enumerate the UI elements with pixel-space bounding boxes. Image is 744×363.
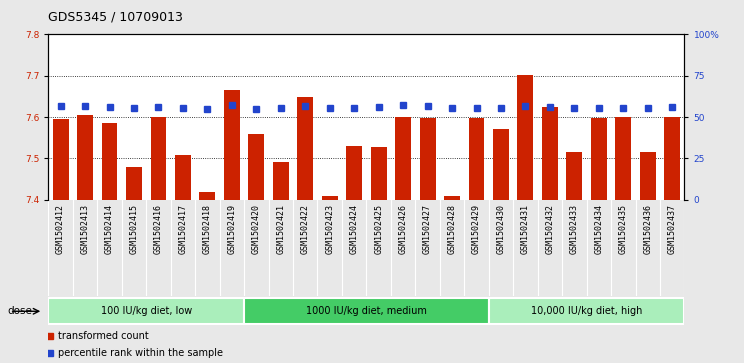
Bar — [273, 163, 289, 200]
Text: GSM1502418: GSM1502418 — [203, 204, 212, 254]
Bar — [469, 118, 484, 200]
Text: GDS5345 / 10709013: GDS5345 / 10709013 — [48, 11, 183, 24]
Bar — [444, 196, 460, 200]
Bar — [244, 298, 489, 324]
Text: GSM1502433: GSM1502433 — [570, 204, 579, 254]
Bar — [102, 123, 118, 200]
Bar — [615, 117, 631, 200]
Bar — [591, 118, 607, 200]
Text: GSM1502425: GSM1502425 — [374, 204, 383, 254]
Text: GSM1502413: GSM1502413 — [80, 204, 89, 254]
Text: 100 IU/kg diet, low: 100 IU/kg diet, low — [100, 306, 192, 316]
Text: GSM1502420: GSM1502420 — [251, 204, 261, 254]
Text: GSM1502423: GSM1502423 — [325, 204, 334, 254]
Bar — [542, 107, 558, 200]
Bar — [640, 152, 655, 200]
Text: GSM1502421: GSM1502421 — [276, 204, 285, 254]
Text: 10,000 IU/kg diet, high: 10,000 IU/kg diet, high — [531, 306, 642, 316]
Bar — [566, 152, 583, 200]
Text: GSM1502422: GSM1502422 — [301, 204, 310, 254]
Text: GSM1502436: GSM1502436 — [644, 204, 652, 254]
Text: percentile rank within the sample: percentile rank within the sample — [58, 348, 223, 358]
Text: GSM1502431: GSM1502431 — [521, 204, 530, 254]
Bar — [371, 147, 387, 200]
Bar — [489, 298, 684, 324]
Text: GSM1502434: GSM1502434 — [594, 204, 603, 254]
Text: transformed count: transformed count — [58, 331, 149, 341]
Bar — [150, 117, 167, 200]
Text: GSM1502412: GSM1502412 — [56, 204, 65, 254]
Text: GSM1502419: GSM1502419 — [228, 204, 237, 254]
Text: GSM1502426: GSM1502426 — [399, 204, 408, 254]
Text: 1000 IU/kg diet, medium: 1000 IU/kg diet, medium — [306, 306, 427, 316]
Text: GSM1502432: GSM1502432 — [545, 204, 554, 254]
Bar — [77, 115, 93, 200]
Bar — [420, 118, 435, 200]
Bar — [199, 192, 215, 200]
Text: dose: dose — [7, 306, 32, 316]
Bar — [298, 97, 313, 200]
Bar — [518, 74, 533, 200]
Bar — [248, 134, 264, 200]
Text: GSM1502424: GSM1502424 — [350, 204, 359, 254]
Text: GSM1502416: GSM1502416 — [154, 204, 163, 254]
Bar — [53, 119, 68, 200]
Bar — [493, 130, 509, 200]
Text: GSM1502415: GSM1502415 — [129, 204, 138, 254]
Text: GSM1502429: GSM1502429 — [472, 204, 481, 254]
Text: GSM1502437: GSM1502437 — [668, 204, 677, 254]
Bar — [321, 196, 338, 200]
Text: GSM1502430: GSM1502430 — [496, 204, 505, 254]
Text: GSM1502414: GSM1502414 — [105, 204, 114, 254]
Bar — [224, 90, 240, 200]
Bar — [48, 298, 244, 324]
Bar — [395, 117, 411, 200]
Bar — [664, 117, 680, 200]
Bar — [175, 155, 191, 200]
Text: GSM1502435: GSM1502435 — [619, 204, 628, 254]
Bar — [126, 167, 142, 200]
Text: GSM1502428: GSM1502428 — [448, 204, 457, 254]
Text: GSM1502427: GSM1502427 — [423, 204, 432, 254]
Bar — [346, 146, 362, 200]
Text: GSM1502417: GSM1502417 — [179, 204, 187, 254]
